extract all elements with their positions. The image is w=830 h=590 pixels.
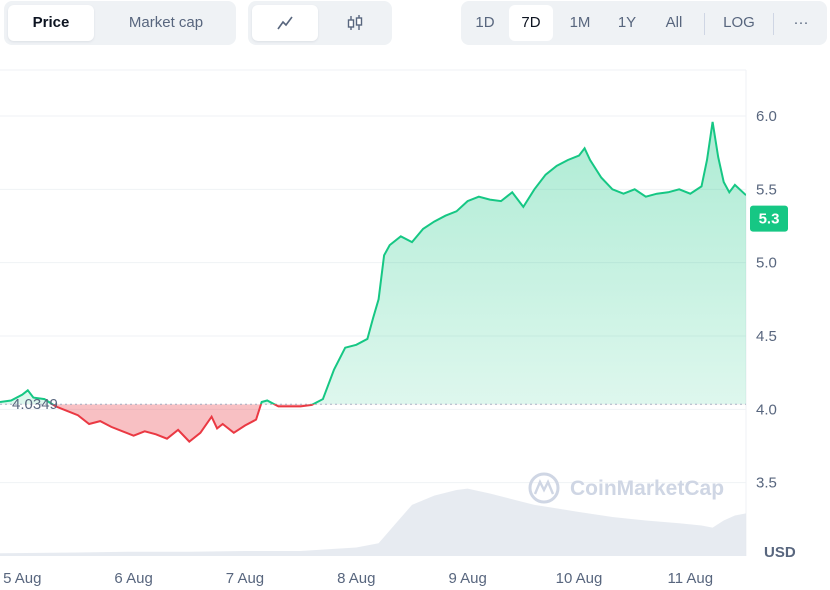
- range-1y[interactable]: 1Y: [617, 14, 637, 31]
- baseline-price-label: 4.0349: [12, 396, 58, 413]
- current-price-label: 5.3: [759, 211, 780, 228]
- tab-market-cap[interactable]: Market cap: [128, 14, 204, 31]
- range-all[interactable]: All: [665, 14, 683, 31]
- y-tick-label: 5.0: [756, 255, 777, 272]
- x-tick-label: 5 Aug: [3, 570, 41, 587]
- y-tick-label: 6.0: [756, 108, 777, 125]
- range-7d[interactable]: 7D: [509, 5, 553, 41]
- currency-unit: USD: [764, 544, 796, 561]
- y-tick-label: 5.5: [756, 181, 777, 198]
- x-tick-label: 10 Aug: [556, 570, 603, 587]
- watermark: CoinMarketCap: [528, 472, 724, 504]
- x-tick-label: 7 Aug: [226, 570, 264, 587]
- chart-toolbar: Price Market cap 1D 7D 1M 1Y All LOG ···: [0, 0, 830, 46]
- price-area-up: [0, 121, 746, 405]
- log-scale-button[interactable]: LOG: [723, 14, 755, 31]
- range-divider: [773, 13, 774, 35]
- current-price-badge: 5.3: [750, 205, 788, 232]
- range-switch: 1D 7D 1M 1Y All LOG ···: [461, 1, 827, 45]
- x-tick-label: 6 Aug: [114, 570, 152, 587]
- metric-switch: Price Market cap: [4, 1, 236, 45]
- x-tick-label: 9 Aug: [448, 570, 486, 587]
- line-chart-icon: [277, 16, 293, 30]
- y-tick-label: 4.0: [756, 401, 777, 418]
- more-options-button[interactable]: ···: [793, 14, 809, 31]
- price-area-down: [0, 404, 746, 442]
- price-line-down: [50, 404, 316, 443]
- line-chart-button[interactable]: [252, 5, 318, 41]
- x-tick-label: 11 Aug: [668, 570, 714, 587]
- candlestick-button[interactable]: [322, 5, 388, 41]
- coinmarketcap-logo-icon: [533, 479, 555, 495]
- chart-type-switch: [248, 1, 392, 45]
- watermark-text: CoinMarketCap: [570, 477, 724, 500]
- x-tick-label: 8 Aug: [337, 570, 375, 587]
- tab-price[interactable]: Price: [8, 5, 94, 41]
- candlestick-icon: [347, 15, 363, 30]
- y-tick-label: 4.5: [756, 328, 777, 345]
- volume-area: [0, 488, 746, 556]
- y-tick-label: 3.5: [756, 475, 777, 492]
- range-divider: [704, 13, 705, 35]
- price-line-up: [0, 121, 746, 405]
- baseline-label: 4.0349: [12, 396, 58, 413]
- range-1m[interactable]: 1M: [569, 14, 591, 31]
- range-1d[interactable]: 1D: [475, 14, 495, 31]
